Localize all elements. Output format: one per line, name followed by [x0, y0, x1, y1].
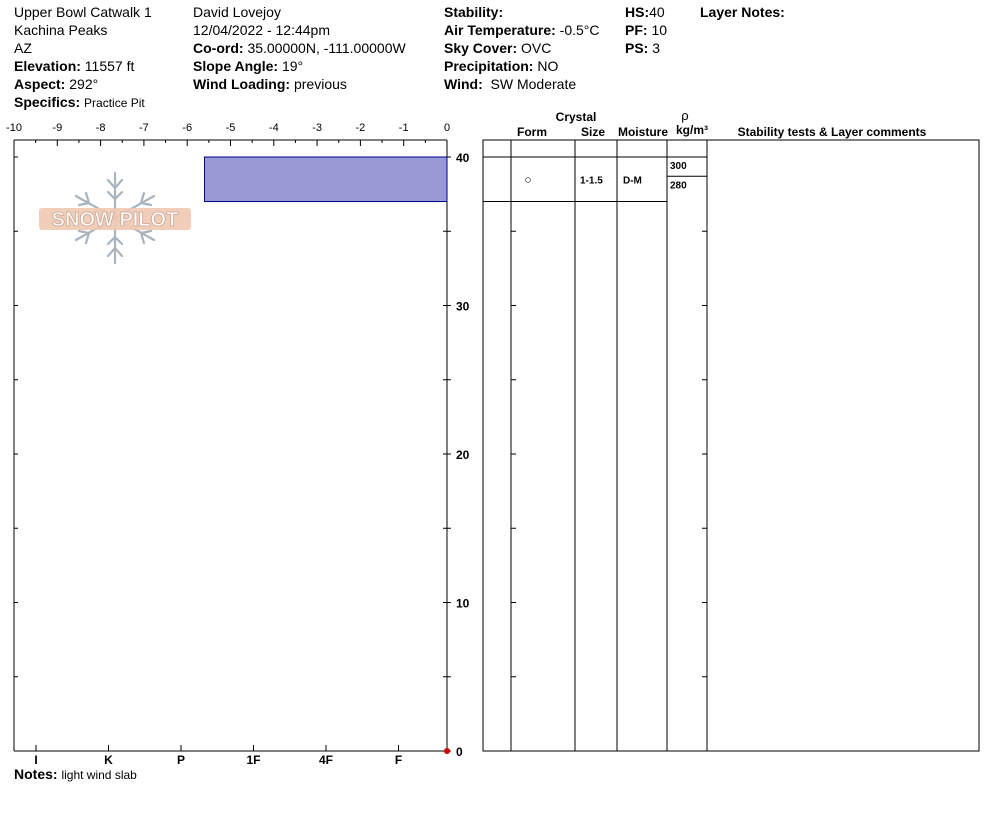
notes-label: Notes:: [14, 766, 58, 782]
temp-tick-label: -6: [182, 122, 192, 134]
wind-label: Wind:: [444, 76, 483, 92]
temp-tick-label: -3: [312, 122, 322, 134]
sky-field: Sky Cover: OVC: [444, 39, 551, 57]
layer-table: [482, 139, 980, 752]
height-tick-label: 30: [456, 300, 470, 314]
layer-notes-field: Layer Notes:: [700, 3, 785, 21]
range-name: Kachina Peaks: [14, 22, 108, 38]
temp-tick-label: -10: [6, 122, 22, 134]
temperature-point: [444, 748, 450, 754]
slope-value: 19°: [281, 58, 304, 74]
aspect-value: 292°: [69, 76, 99, 92]
rho-header: ρ: [681, 108, 688, 123]
wind-loading-label: Wind Loading:: [193, 76, 291, 92]
precip-value: NO: [537, 58, 559, 74]
height-tick-label: 10: [456, 597, 470, 611]
pf-value: 10: [651, 22, 668, 38]
height-tick-label: 0: [456, 745, 463, 759]
location-name: Upper Bowl Catwalk 1: [14, 4, 152, 20]
temp-tick-label: -2: [356, 122, 366, 134]
precip-field: Precipitation: NO: [444, 57, 558, 75]
elevation-label: Elevation:: [14, 58, 81, 74]
aspect-label: Aspect:: [14, 76, 66, 92]
ps-value: 3: [652, 40, 661, 56]
specifics-value: Practice Pit: [84, 96, 145, 110]
aspect-field: Aspect: 292°: [14, 75, 98, 93]
hardness-tick-label: K: [104, 753, 113, 767]
coord-label: Co-ord:: [193, 40, 244, 56]
slope-field: Slope Angle: 19°: [193, 57, 303, 75]
size-header: Size: [581, 125, 605, 139]
notes-value: light wind slab: [61, 768, 137, 782]
temp-tick-label: -1: [399, 122, 409, 134]
observer-name: David Lovejoy: [193, 4, 281, 20]
wind-loading-value: previous: [293, 76, 347, 92]
moisture-header: Moisture: [618, 125, 668, 139]
form-header: Form: [517, 125, 547, 139]
observation-datetime: 12/04/2022 - 12:44pm: [193, 22, 330, 38]
precip-label: Precipitation:: [444, 58, 534, 74]
pf-label: PF:: [625, 22, 648, 38]
height-tick-label: 20: [456, 448, 470, 462]
hs-label: HS:: [625, 4, 650, 20]
notes-field: Notes: light wind slab: [14, 765, 137, 784]
height-tick-label: 40: [456, 151, 470, 165]
hs-field: HS:40: [625, 3, 665, 21]
temp-tick-label: -4: [269, 122, 279, 134]
layer-moisture: D-M: [623, 175, 642, 186]
temp-tick-label: -5: [226, 122, 236, 134]
air-temp-label: Air Temperature:: [444, 22, 556, 38]
layer-form-symbol: ○: [524, 172, 531, 186]
temp-tick-label: 0: [444, 122, 450, 134]
crystal-header: Crystal: [556, 110, 597, 124]
hardness-tick-label: I: [34, 753, 37, 767]
sky-label: Sky Cover:: [444, 40, 518, 56]
wind-loading-field: Wind Loading: previous: [193, 75, 347, 93]
hardness-tick-label: F: [395, 753, 402, 767]
ps-field: PS: 3: [625, 39, 660, 57]
layer-notes-label: Layer Notes:: [700, 4, 785, 20]
sky-value: OVC: [521, 40, 552, 56]
snowpilot-logo: SNOW PILOT: [39, 171, 191, 265]
wind-value: SW Moderate: [490, 76, 577, 92]
hardness-layer-bar: [204, 156, 448, 203]
density-value: 300: [670, 161, 687, 172]
coord-field: Co-ord: 35.00000N, -111.00000W: [193, 39, 406, 57]
air-temp-field: Air Temperature: -0.5°C: [444, 21, 600, 39]
hs-value: 40: [649, 4, 665, 20]
pf-field: PF: 10: [625, 21, 667, 39]
temp-tick-label: -9: [52, 122, 62, 134]
density-value: 280: [670, 180, 687, 191]
elevation-value: 11557 ft: [84, 58, 135, 74]
snowpilot-logo-text: SNOW PILOT: [52, 209, 179, 231]
state-name: AZ: [14, 40, 32, 56]
slope-label: Slope Angle:: [193, 58, 279, 74]
specifics-label: Specifics:: [14, 94, 81, 110]
specifics-field: Specifics: Practice Pit: [14, 93, 145, 112]
temp-tick-label: -8: [96, 122, 106, 134]
layer-size: 1-1.5: [580, 175, 603, 186]
wind-field: Wind: SW Moderate: [444, 75, 576, 93]
stability-label: Stability:: [444, 4, 504, 20]
hardness-tick-label: P: [177, 753, 185, 767]
hardness-tick-label: 4F: [319, 753, 333, 767]
ps-label: PS:: [625, 40, 649, 56]
stability-field: Stability:: [444, 3, 503, 21]
coord-value: 35.00000N, -111.00000W: [247, 40, 406, 56]
elevation-field: Elevation: 11557 ft: [14, 57, 134, 75]
temp-tick-label: -7: [139, 122, 149, 134]
density-header: kg/m³: [676, 123, 708, 137]
hardness-tick-label: 1F: [246, 753, 260, 767]
air-temp-value: -0.5°C: [559, 22, 600, 38]
comments-header: Stability tests & Layer comments: [738, 125, 927, 139]
